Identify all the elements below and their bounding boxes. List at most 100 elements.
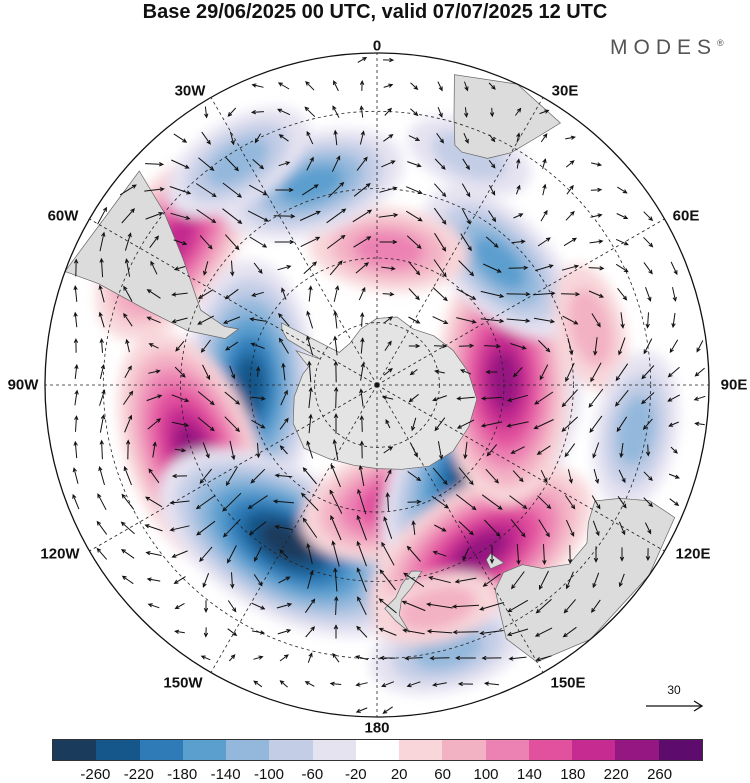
wind-arrow — [565, 210, 575, 221]
wind-arrow — [253, 262, 263, 275]
wind-arrow — [171, 292, 188, 297]
lon-label-180: 180 — [364, 719, 390, 737]
wind-arrow — [329, 260, 343, 276]
wind-arrow — [434, 183, 447, 198]
wind-arrow — [354, 655, 369, 661]
wind-arrow — [171, 421, 190, 428]
wind-arrow — [250, 342, 265, 349]
wind-arrow — [590, 362, 602, 383]
wind-arrow — [643, 262, 653, 275]
wind-arrow — [281, 362, 286, 381]
wind-arrow — [227, 628, 238, 636]
lon-label-120e: 120E — [675, 545, 711, 563]
wind-arrow — [195, 183, 217, 198]
wind-arrow — [307, 652, 313, 663]
wind-arrow — [357, 488, 367, 515]
wind-arrow — [99, 363, 105, 380]
wind-arrow — [516, 158, 521, 169]
colorbar-swatch-7 — [355, 740, 400, 760]
wind-arrow — [540, 133, 548, 143]
wind-arrow — [204, 106, 209, 119]
wind-arrow — [484, 344, 502, 349]
wind-arrow — [434, 158, 446, 170]
wind-arrow — [360, 312, 365, 327]
wind-arrow — [146, 289, 161, 299]
wind-arrow — [615, 238, 629, 246]
colorbar-tick-label: 220 — [603, 766, 629, 783]
wind-arrow — [481, 494, 503, 510]
wind-arrow — [306, 335, 314, 356]
wind-arrow — [278, 337, 289, 354]
wind-arrow — [565, 362, 575, 383]
colorbar-swatch-12 — [572, 740, 616, 760]
wind-arrow — [385, 492, 390, 511]
graticule — [45, 53, 709, 717]
wind-arrow — [275, 187, 294, 193]
wind-arrow — [462, 158, 470, 171]
wind-arrow — [224, 288, 239, 300]
wind-arrow — [616, 416, 628, 433]
wind-arrow — [432, 682, 447, 687]
wind-arrow — [278, 134, 289, 142]
wind-arrow — [382, 291, 395, 297]
wind-arrow — [617, 287, 628, 301]
wind-arrow — [407, 161, 422, 168]
polar-stereographic-map — [44, 52, 710, 718]
wind-arrow — [355, 682, 368, 687]
wind-arrow — [97, 206, 107, 225]
wind-arrow — [251, 419, 266, 429]
wind-arrow — [381, 681, 395, 688]
wind-arrow — [73, 440, 78, 459]
wind-arrow — [458, 260, 475, 277]
wind-arrow — [99, 389, 106, 406]
wind-arrow — [279, 445, 288, 455]
lon-label-60w: 60W — [47, 207, 79, 225]
wind-arrow — [641, 365, 655, 380]
wind-arrow — [306, 542, 313, 565]
wind-arrow — [480, 318, 505, 324]
lon-label-0: 0 — [372, 37, 382, 55]
wind-arrow — [249, 317, 266, 322]
wind-arrow — [515, 184, 521, 195]
wind-arrow — [483, 519, 501, 537]
wind-arrow — [122, 390, 134, 405]
wind-arrow — [99, 414, 106, 433]
wind-arrow — [383, 134, 394, 142]
wind-arrow — [149, 235, 159, 249]
wind-arrow — [333, 80, 339, 92]
meridian-line — [376, 218, 665, 386]
wind-arrow — [437, 107, 443, 118]
wind-arrow — [462, 547, 470, 562]
wind-arrow — [225, 157, 239, 172]
wind-arrow — [591, 495, 601, 510]
wind-arrow — [406, 545, 421, 562]
wind-arrow — [432, 287, 448, 302]
wind-vectors — [72, 57, 706, 714]
wind-arrow — [461, 183, 471, 198]
wind-arrow — [566, 184, 574, 195]
wind-arrow — [463, 132, 469, 144]
wind-arrow — [170, 212, 191, 220]
wind-arrow — [671, 312, 676, 329]
wind-arrow — [616, 213, 629, 219]
wind-arrow — [539, 364, 549, 381]
wind-arrow — [99, 439, 104, 460]
wind-arrow — [329, 489, 343, 514]
wind-arrow — [540, 209, 548, 222]
wind-arrow — [171, 394, 190, 402]
colorbar-swatch-4 — [226, 740, 270, 760]
wind-arrow — [408, 316, 421, 324]
wind-arrow — [224, 234, 240, 251]
wind-arrow — [203, 600, 209, 613]
wind-arrow — [352, 209, 373, 223]
wind-arrow — [327, 234, 346, 249]
wind-arrow — [619, 442, 624, 459]
wind-arrow — [147, 603, 160, 609]
wind-arrow — [381, 266, 396, 271]
wind-arrow — [618, 573, 625, 588]
wind-arrow — [642, 418, 653, 430]
wind-arrow — [99, 257, 104, 278]
wind-arrow — [645, 444, 651, 457]
wind-arrow — [247, 210, 269, 222]
anomaly-contour — [616, 395, 656, 466]
